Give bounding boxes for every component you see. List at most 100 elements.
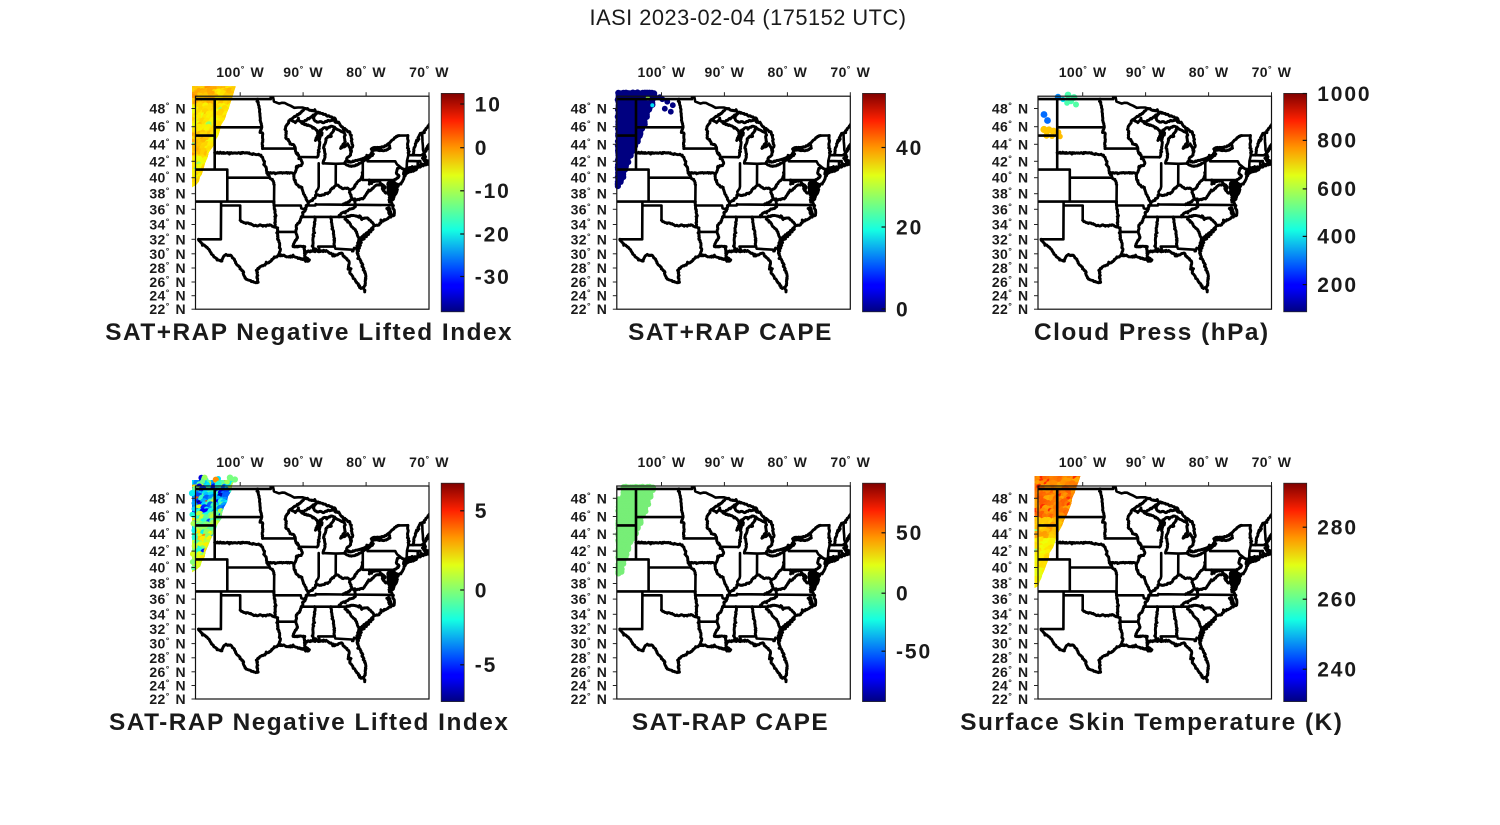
svg-text:28° N: 28° N [992, 650, 1029, 666]
svg-text:40° N: 40° N [992, 560, 1029, 576]
svg-text:400: 400 [1317, 226, 1358, 249]
svg-text:38° N: 38° N [571, 186, 608, 202]
svg-text:100° W: 100° W [638, 454, 686, 470]
svg-text:42° N: 42° N [149, 153, 186, 169]
svg-text:24° N: 24° N [992, 678, 1029, 694]
svg-text:26° N: 26° N [992, 274, 1029, 290]
svg-text:30° N: 30° N [992, 636, 1029, 652]
svg-text:28° N: 28° N [992, 260, 1029, 276]
svg-text:28° N: 28° N [149, 650, 186, 666]
svg-text:-50: -50 [896, 641, 932, 664]
svg-text:70° W: 70° W [830, 454, 870, 470]
svg-text:70° W: 70° W [409, 454, 449, 470]
svg-text:22° N: 22° N [571, 301, 608, 317]
svg-text:34° N: 34° N [149, 217, 186, 233]
svg-text:240: 240 [1317, 659, 1358, 682]
svg-text:30° N: 30° N [149, 636, 186, 652]
svg-text:22° N: 22° N [992, 301, 1029, 317]
svg-text:24° N: 24° N [149, 288, 186, 304]
svg-text:80° W: 80° W [1189, 64, 1229, 80]
svg-text:44° N: 44° N [571, 526, 608, 542]
svg-text:36° N: 36° N [149, 201, 186, 217]
svg-text:24° N: 24° N [149, 678, 186, 694]
svg-text:48° N: 48° N [992, 490, 1029, 506]
svg-text:40° N: 40° N [992, 170, 1029, 186]
svg-text:44° N: 44° N [149, 136, 186, 152]
svg-text:10: 10 [475, 93, 502, 116]
svg-text:26° N: 26° N [571, 274, 608, 290]
svg-text:70° W: 70° W [1252, 64, 1292, 80]
svg-text:30° N: 30° N [149, 246, 186, 262]
svg-text:80° W: 80° W [768, 64, 808, 80]
svg-text:90° W: 90° W [1126, 454, 1166, 470]
svg-text:40° N: 40° N [571, 560, 608, 576]
svg-text:30° N: 30° N [571, 636, 608, 652]
svg-text:22° N: 22° N [571, 691, 608, 707]
svg-text:24° N: 24° N [571, 678, 608, 694]
svg-text:90° W: 90° W [705, 454, 745, 470]
svg-text:36° N: 36° N [992, 201, 1029, 217]
svg-text:22° N: 22° N [149, 691, 186, 707]
svg-text:32° N: 32° N [149, 621, 186, 637]
svg-text:-10: -10 [475, 180, 511, 203]
svg-text:-20: -20 [475, 223, 511, 246]
svg-text:0: 0 [475, 137, 489, 160]
svg-text:34° N: 34° N [149, 606, 186, 622]
svg-text:46° N: 46° N [149, 119, 186, 135]
svg-text:-30: -30 [475, 266, 511, 289]
svg-text:38° N: 38° N [149, 576, 186, 592]
svg-text:36° N: 36° N [571, 591, 608, 607]
svg-text:80° W: 80° W [768, 454, 808, 470]
svg-text:100° W: 100° W [216, 454, 264, 470]
svg-text:46° N: 46° N [149, 509, 186, 525]
svg-text:40° N: 40° N [149, 560, 186, 576]
svg-text:22° N: 22° N [992, 691, 1029, 707]
svg-text:48° N: 48° N [149, 101, 186, 117]
svg-text:24° N: 24° N [992, 288, 1029, 304]
svg-text:36° N: 36° N [571, 201, 608, 217]
svg-text:46° N: 46° N [571, 119, 608, 135]
svg-text:36° N: 36° N [149, 591, 186, 607]
svg-text:SAT-RAP Negative Lifted Index: SAT-RAP Negative Lifted Index [109, 709, 509, 736]
svg-text:44° N: 44° N [992, 526, 1029, 542]
svg-text:200: 200 [1317, 274, 1358, 297]
svg-text:1000: 1000 [1317, 83, 1371, 106]
svg-text:SAT-RAP CAPE: SAT-RAP CAPE [632, 709, 829, 736]
svg-text:40° N: 40° N [149, 170, 186, 186]
svg-text:30° N: 30° N [992, 246, 1029, 262]
svg-text:46° N: 46° N [992, 119, 1029, 135]
svg-text:48° N: 48° N [149, 490, 186, 506]
svg-text:44° N: 44° N [571, 136, 608, 152]
svg-text:34° N: 34° N [992, 217, 1029, 233]
svg-text:42° N: 42° N [149, 543, 186, 559]
svg-text:30° N: 30° N [571, 246, 608, 262]
svg-text:0: 0 [475, 579, 489, 602]
svg-text:24° N: 24° N [571, 288, 608, 304]
svg-text:38° N: 38° N [992, 576, 1029, 592]
svg-text:32° N: 32° N [992, 621, 1029, 637]
svg-text:46° N: 46° N [571, 509, 608, 525]
svg-text:34° N: 34° N [992, 606, 1029, 622]
svg-text:-5: -5 [475, 654, 497, 677]
svg-text:44° N: 44° N [992, 136, 1029, 152]
svg-text:SAT+RAP CAPE: SAT+RAP CAPE [628, 319, 833, 346]
svg-text:800: 800 [1317, 130, 1358, 153]
svg-text:90° W: 90° W [283, 454, 323, 470]
svg-text:80° W: 80° W [346, 454, 386, 470]
svg-text:32° N: 32° N [992, 231, 1029, 247]
svg-text:38° N: 38° N [571, 576, 608, 592]
svg-text:80° W: 80° W [346, 64, 386, 80]
svg-text:38° N: 38° N [992, 186, 1029, 202]
svg-text:100° W: 100° W [1059, 64, 1107, 80]
svg-text:26° N: 26° N [149, 274, 186, 290]
svg-text:46° N: 46° N [992, 509, 1029, 525]
svg-text:70° W: 70° W [409, 64, 449, 80]
svg-text:40: 40 [896, 137, 923, 160]
svg-text:260: 260 [1317, 589, 1358, 612]
svg-text:28° N: 28° N [571, 260, 608, 276]
svg-text:42° N: 42° N [571, 543, 608, 559]
svg-text:36° N: 36° N [992, 591, 1029, 607]
svg-text:32° N: 32° N [571, 621, 608, 637]
svg-text:34° N: 34° N [571, 217, 608, 233]
svg-text:26° N: 26° N [571, 664, 608, 680]
